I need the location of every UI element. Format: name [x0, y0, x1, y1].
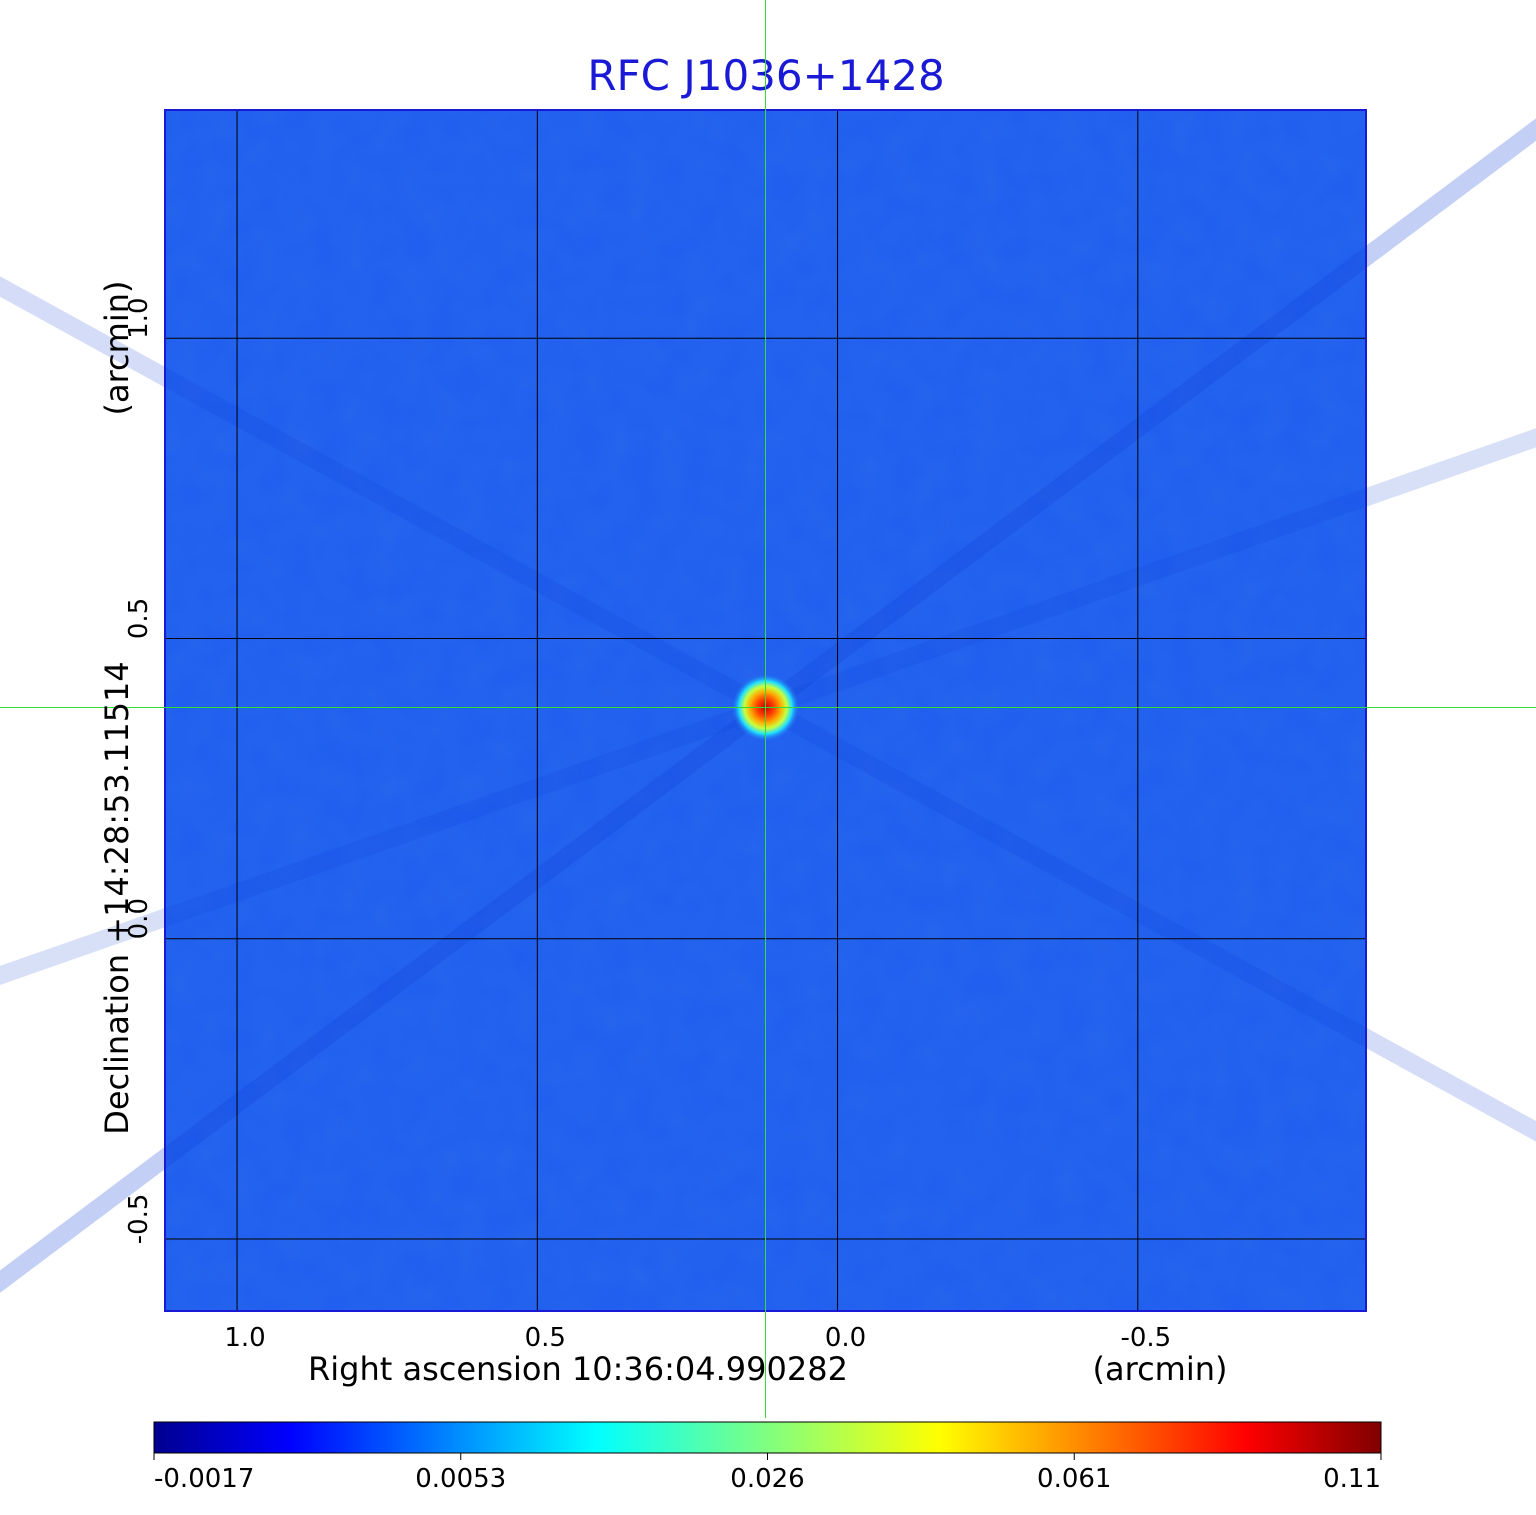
y-axis-label: Declination +14:28:53.11514 — [98, 661, 136, 1135]
colorbar-tick-label: 0.061 — [1037, 1464, 1111, 1494]
crosshair — [0, 0, 1536, 1418]
y-axis-unit-label: (arcmin) — [98, 281, 136, 416]
x-tick-label: 0.5 — [525, 1323, 566, 1353]
colorbar-tick-label: -0.0017 — [154, 1464, 254, 1494]
y-tick-label: 1.0 — [124, 298, 154, 339]
x-axis-label: Right ascension 10:36:04.990282 — [308, 1350, 848, 1388]
colorbar-tick-label: 0.026 — [730, 1464, 804, 1494]
x-tick-label: -0.5 — [1120, 1323, 1171, 1353]
y-tick-label: 0.0 — [124, 898, 154, 939]
x-tick-label: 1.0 — [224, 1323, 265, 1353]
y-tick-label: 0.5 — [124, 598, 154, 639]
x-tick-label: 0.0 — [825, 1323, 866, 1353]
colorbar — [153, 1421, 1382, 1454]
colorbar-tick-label: 0.11 — [1323, 1464, 1381, 1494]
colorbar-ticks: -0.0017 0.0053 0.026 0.061 0.11 — [153, 1453, 1382, 1494]
colorbar-tick-label: 0.0053 — [415, 1464, 506, 1494]
y-tick-label: -0.5 — [124, 1194, 154, 1245]
y-tick-labels: 1.0 0.5 0.0 -0.5 — [124, 298, 154, 1245]
x-axis-unit-label: (arcmin) — [1093, 1350, 1228, 1388]
x-tick-labels: 1.0 0.5 0.0 -0.5 — [224, 1323, 1171, 1353]
